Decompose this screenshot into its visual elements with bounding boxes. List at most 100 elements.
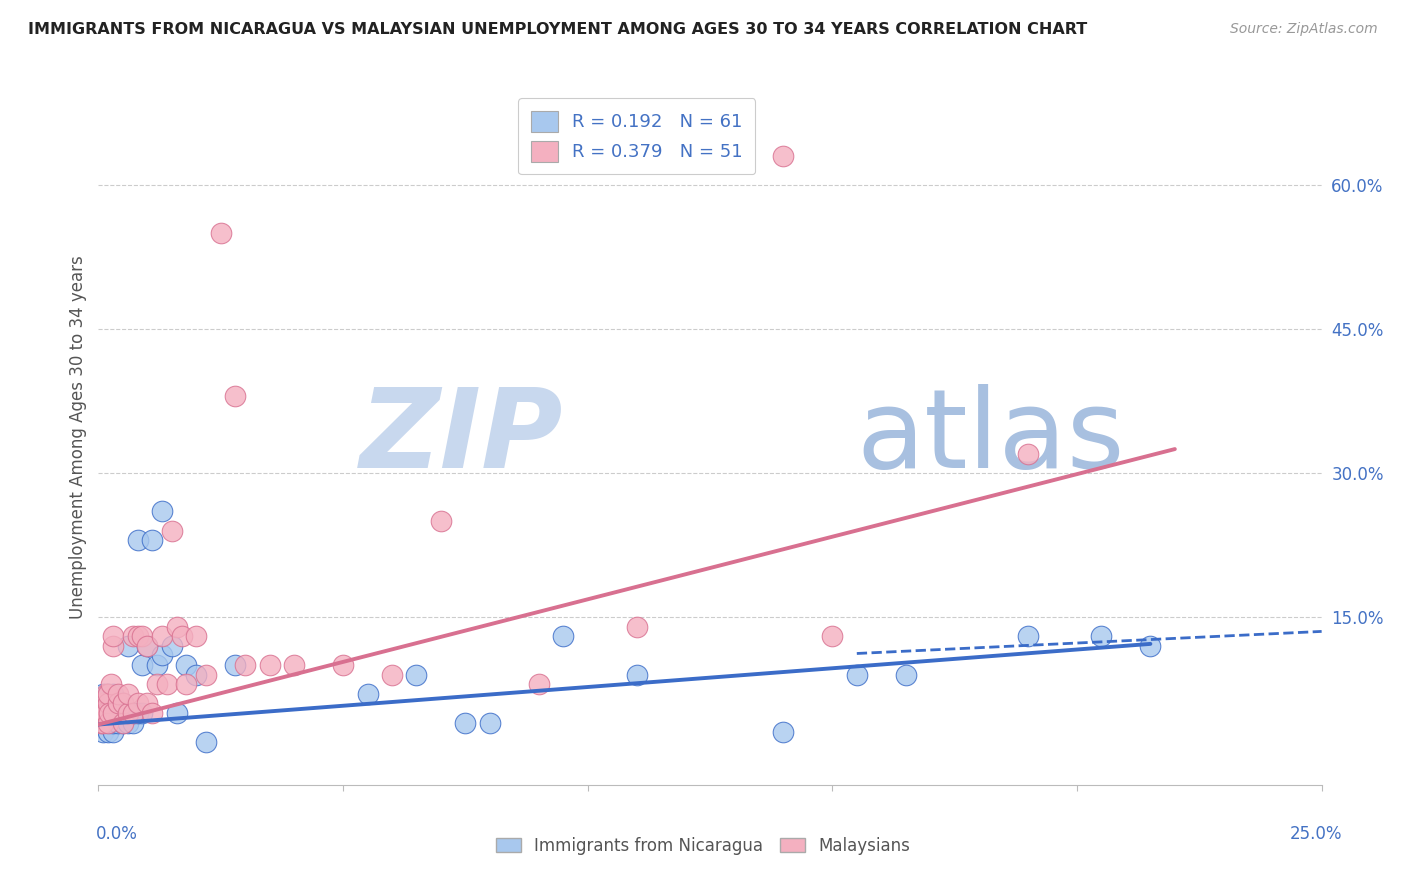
Point [150, 648, 173, 663]
Point [98, 706, 121, 720]
Point [100, 697, 122, 711]
Point [283, 658, 305, 673]
Point [146, 677, 169, 691]
Point [94, 706, 117, 720]
Point [117, 706, 139, 720]
Point [894, 667, 917, 681]
Point [101, 639, 124, 653]
Point [97, 687, 120, 701]
Point [97, 715, 120, 730]
Point [195, 735, 218, 749]
Point [93, 715, 115, 730]
Point [94, 697, 117, 711]
Point [107, 687, 129, 701]
Point [146, 658, 169, 673]
Point [430, 514, 453, 528]
Point [97, 687, 120, 701]
Point [259, 658, 281, 673]
Point [111, 697, 134, 711]
Point [131, 629, 153, 643]
Point [100, 715, 122, 730]
Point [141, 533, 163, 548]
Point [1017, 447, 1039, 461]
Point [845, 667, 868, 681]
Point [224, 389, 246, 403]
Point [107, 706, 129, 720]
Point [332, 658, 354, 673]
Point [91, 706, 114, 720]
Point [101, 706, 124, 720]
Point [100, 677, 122, 691]
Point [97, 725, 120, 739]
Point [117, 706, 139, 720]
Point [98, 706, 121, 720]
Point [97, 697, 120, 711]
Point [101, 687, 124, 701]
Point [94, 687, 117, 701]
Point [209, 226, 232, 240]
Point [381, 667, 404, 681]
Point [127, 629, 149, 643]
Point [111, 715, 134, 730]
Point [821, 629, 844, 643]
Point [233, 658, 256, 673]
Point [136, 639, 159, 653]
Point [90, 715, 112, 730]
Legend: Immigrants from Nicaragua, Malaysians: Immigrants from Nicaragua, Malaysians [489, 830, 917, 862]
Point [94, 715, 117, 730]
Point [94, 706, 117, 720]
Point [136, 697, 159, 711]
Point [107, 697, 129, 711]
Point [150, 629, 173, 643]
Text: ZIP: ZIP [360, 384, 564, 491]
Point [121, 706, 143, 720]
Point [176, 658, 198, 673]
Point [117, 715, 139, 730]
Point [91, 697, 114, 711]
Point [90, 715, 112, 730]
Point [121, 629, 143, 643]
Text: 0.0%: 0.0% [96, 825, 138, 843]
Point [111, 697, 134, 711]
Point [111, 706, 134, 720]
Point [166, 619, 188, 633]
Point [150, 504, 173, 518]
Point [111, 715, 134, 730]
Point [186, 629, 208, 643]
Point [131, 658, 153, 673]
Point [107, 697, 129, 711]
Point [141, 706, 163, 720]
Point [107, 715, 129, 730]
Point [117, 639, 139, 653]
Point [527, 677, 550, 691]
Point [121, 706, 143, 720]
Point [91, 697, 114, 711]
Text: Source: ZipAtlas.com: Source: ZipAtlas.com [1230, 22, 1378, 37]
Point [91, 725, 114, 739]
Point [195, 667, 218, 681]
Point [405, 667, 427, 681]
Point [101, 629, 124, 643]
Point [127, 706, 149, 720]
Point [160, 524, 183, 538]
Legend: R = 0.192   N = 61, R = 0.379   N = 51: R = 0.192 N = 61, R = 0.379 N = 51 [517, 98, 755, 174]
Text: atlas: atlas [856, 384, 1125, 491]
Point [91, 706, 114, 720]
Point [772, 725, 794, 739]
Point [97, 697, 120, 711]
Text: 25.0%: 25.0% [1291, 825, 1343, 843]
Text: IMMIGRANTS FROM NICARAGUA VS MALAYSIAN UNEMPLOYMENT AMONG AGES 30 TO 34 YEARS CO: IMMIGRANTS FROM NICARAGUA VS MALAYSIAN U… [28, 22, 1087, 37]
Point [127, 533, 149, 548]
Point [101, 706, 124, 720]
Point [97, 706, 120, 720]
Point [356, 687, 378, 701]
Point [553, 629, 575, 643]
Point [121, 715, 143, 730]
Point [176, 677, 198, 691]
Point [1017, 629, 1039, 643]
Point [160, 639, 183, 653]
Point [626, 667, 648, 681]
Point [1090, 629, 1112, 643]
Point [478, 715, 501, 730]
Point [127, 697, 149, 711]
